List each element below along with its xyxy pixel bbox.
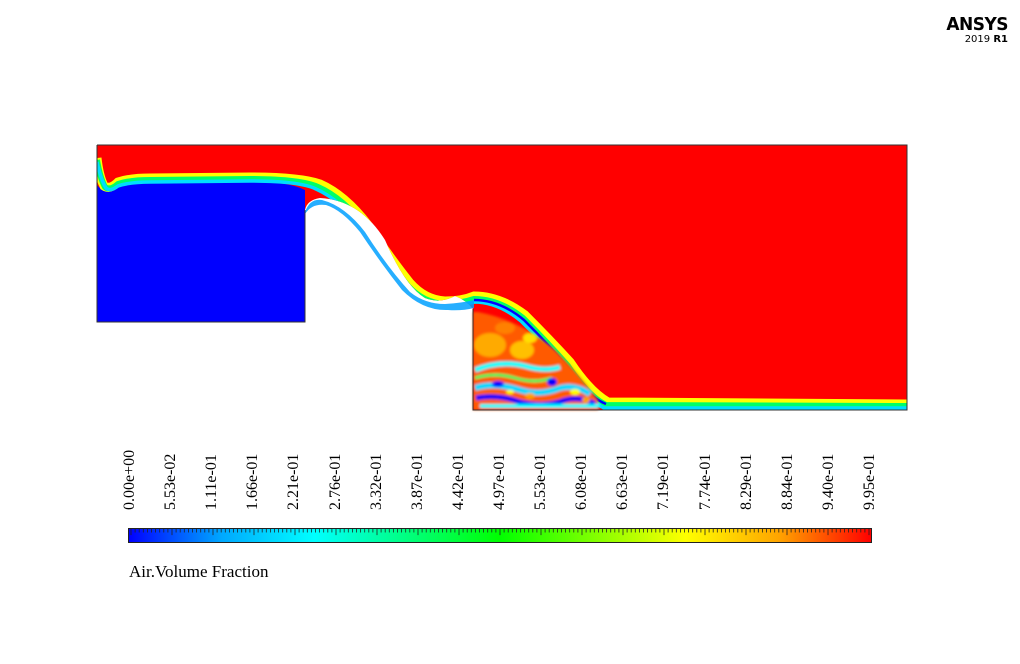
colorbar-tick-label: 2.76e-01	[326, 453, 344, 510]
colorbar-tick-label: 4.97e-01	[491, 453, 508, 510]
colorbar-tick-label: 3.32e-01	[367, 453, 385, 510]
logo-year: 2019	[964, 34, 991, 45]
colorbar-gradient	[129, 529, 871, 542]
logo-version: 2019 R1	[930, 34, 1008, 46]
legend-title: Air.Volume Fraction	[129, 562, 269, 581]
colorbar-tick-label: 1.11e-01	[203, 454, 221, 510]
domain-outline	[96, 144, 908, 411]
volume-fraction-contour	[96, 144, 908, 411]
colorbar-tick-label: 6.08e-01	[573, 453, 591, 510]
colorbar-tick-label: 3.87e-01	[408, 453, 426, 510]
logo-brand: ANSYS	[946, 14, 1008, 36]
ansys-logo: ANSYS 2019 R1	[930, 16, 1008, 46]
colorbar-tick-label: 9.95e-01	[861, 453, 878, 510]
colorbar-tick-label: 2.21e-01	[285, 453, 303, 510]
colorbar-tick-label: 0.00e+00	[121, 449, 138, 510]
colorbar-tick-label: 5.53e-02	[162, 453, 180, 510]
colorbar-tick-marks	[130, 529, 870, 536]
colorbar	[128, 528, 872, 543]
colorbar-tick-label: 9.40e-01	[819, 453, 837, 510]
colorbar-tick-label: 5.53e-01	[532, 453, 550, 510]
colorbar-tick-label: 7.74e-01	[696, 453, 714, 510]
logo-release: R1	[993, 34, 1008, 45]
colorbar-tick-label: 8.29e-01	[737, 453, 755, 510]
colorbar-tick-label: 4.42e-01	[449, 453, 467, 510]
colorbar-tick-label: 1.66e-01	[244, 453, 262, 510]
upstream-water-region	[97, 181, 305, 322]
mixing-zone	[473, 312, 600, 410]
colorbar-tick-label: 7.19e-01	[655, 453, 673, 510]
colorbar-tick-label: 8.84e-01	[778, 453, 796, 510]
colorbar-tick-label: 6.63e-01	[614, 453, 632, 510]
